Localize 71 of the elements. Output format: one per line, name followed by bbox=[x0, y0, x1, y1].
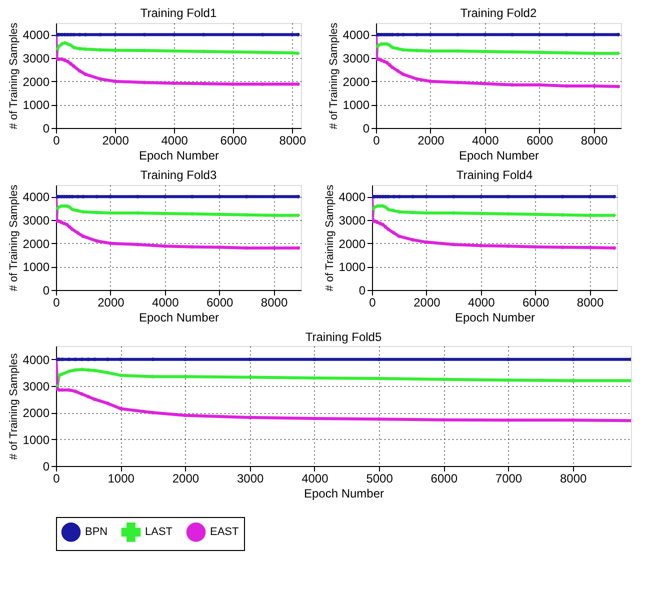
x-tick-label: 2000 bbox=[102, 134, 130, 148]
y-axis-title: # of Training Samples bbox=[324, 184, 336, 292]
y-axis-title: # of Training Samples bbox=[8, 22, 20, 130]
x-tick-label: 2000 bbox=[172, 472, 200, 486]
chart-title: Training Fold3 bbox=[140, 168, 217, 182]
y-tick-label: 1000 bbox=[338, 260, 366, 274]
x-tick-label: 8000 bbox=[260, 296, 288, 310]
y-tick-label: 3000 bbox=[22, 380, 50, 394]
y-tick-label: 2000 bbox=[22, 74, 50, 89]
x-tick-label: 3000 bbox=[236, 472, 264, 486]
x-tick-label: 0 bbox=[53, 296, 60, 310]
y-tick-label: 3000 bbox=[22, 214, 50, 228]
y-tick-label: 2000 bbox=[338, 236, 366, 251]
y-tick-label: 4000 bbox=[22, 352, 50, 367]
x-tick-label: 0 bbox=[53, 134, 60, 148]
x-tick-label: 8000 bbox=[576, 296, 604, 310]
chart-title: Training Fold1 bbox=[140, 6, 217, 20]
chart-title: Training Fold4 bbox=[456, 168, 533, 182]
legend-label: BPN bbox=[85, 526, 108, 538]
x-tick-label: 2000 bbox=[418, 134, 445, 148]
y-tick-label: 0 bbox=[362, 122, 370, 136]
x-axis-title: Epoch Number bbox=[304, 486, 384, 500]
x-tick-label: 8000 bbox=[560, 472, 588, 486]
y-tick-label: 4000 bbox=[22, 28, 50, 42]
y-tick-label: 0 bbox=[358, 284, 366, 298]
legend-label: EAST bbox=[210, 526, 240, 538]
y-tick-label: 4000 bbox=[338, 190, 366, 204]
x-tick-label: 8000 bbox=[279, 134, 306, 148]
x-axis-title: Epoch Number bbox=[138, 310, 220, 324]
x-tick-label: 2000 bbox=[98, 296, 125, 310]
x-tick-label: 4000 bbox=[161, 134, 188, 148]
x-tick-label: 4000 bbox=[302, 472, 329, 486]
y-tick-label: 0 bbox=[42, 460, 50, 474]
y-axis-title: # of Training Samples bbox=[8, 352, 20, 460]
x-tick-label: 6000 bbox=[430, 472, 458, 486]
y-tick-label: 0 bbox=[42, 284, 50, 298]
y-tick-label: 3000 bbox=[342, 52, 370, 66]
x-tick-label: 2000 bbox=[414, 296, 441, 310]
y-tick-label: 0 bbox=[42, 122, 50, 136]
x-tick-label: 6000 bbox=[206, 296, 234, 310]
x-axis-title: Epoch Number bbox=[454, 310, 536, 324]
x-tick-label: 4000 bbox=[472, 134, 500, 148]
y-tick-label: 2000 bbox=[22, 236, 50, 251]
x-tick-label: 4000 bbox=[152, 296, 180, 310]
x-tick-label: 6000 bbox=[522, 296, 550, 310]
x-tick-label: 6000 bbox=[526, 134, 554, 148]
x-tick-label: 1000 bbox=[108, 472, 135, 486]
chart-title: Training Fold5 bbox=[305, 330, 382, 344]
chart-title: Training Fold2 bbox=[460, 6, 537, 20]
x-tick-label: 5000 bbox=[366, 472, 394, 486]
y-axis-title: # of Training Samples bbox=[328, 22, 340, 130]
y-tick-label: 1000 bbox=[22, 98, 50, 112]
y-tick-label: 2000 bbox=[22, 406, 50, 420]
x-tick-label: 0 bbox=[373, 134, 380, 148]
x-tick-label: 8000 bbox=[580, 134, 608, 148]
y-tick-label: 1000 bbox=[342, 98, 370, 112]
y-tick-label: 1000 bbox=[22, 260, 50, 274]
y-tick-label: 4000 bbox=[22, 190, 50, 204]
x-tick-label: 7000 bbox=[495, 472, 522, 486]
x-tick-label: 6000 bbox=[220, 134, 248, 148]
x-tick-label: 4000 bbox=[468, 296, 496, 310]
y-axis-title: # of Training Samples bbox=[8, 184, 20, 292]
y-tick-label: 1000 bbox=[22, 432, 50, 447]
x-axis-title: Epoch Number bbox=[138, 148, 220, 162]
y-tick-label: 3000 bbox=[22, 52, 50, 66]
y-tick-label: 3000 bbox=[338, 214, 366, 228]
y-tick-label: 4000 bbox=[342, 28, 370, 42]
x-tick-label: 0 bbox=[53, 472, 60, 486]
legend-label: LAST bbox=[145, 526, 173, 538]
y-tick-label: 2000 bbox=[342, 74, 370, 89]
x-axis-title: Epoch Number bbox=[458, 148, 540, 162]
